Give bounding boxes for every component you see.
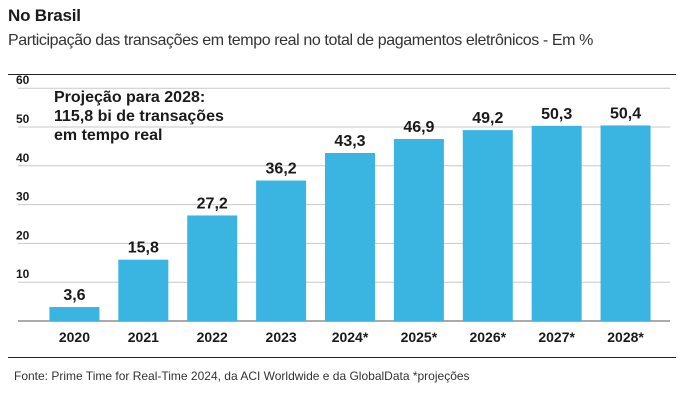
value-label-2023: 36,2 — [266, 161, 297, 178]
value-label-2024*: 43,3 — [334, 133, 365, 150]
x-tick-label-2023: 2023 — [266, 329, 297, 345]
bar-2023 — [256, 180, 307, 321]
x-tick-label-2022: 2022 — [197, 329, 228, 345]
y-tick-label-10: 10 — [16, 267, 30, 281]
chart-title: No Brasil — [8, 6, 81, 25]
bar-chart: 10 20 30 40 50 60 3,6 2020 15,8 2021 27,2 2022 36,2 2… — [16, 73, 670, 345]
value-label-2022: 27,2 — [197, 195, 228, 212]
x-tick-label-2025*: 2025* — [401, 329, 438, 345]
x-tick-label-2028*: 2028* — [607, 329, 644, 345]
x-tick-label-2020: 2020 — [59, 329, 90, 345]
y-tick-label-40: 40 — [16, 151, 30, 165]
source-note: Fonte: Prime Time for Real-Time 2024, da… — [14, 369, 470, 383]
bar-2027* — [531, 125, 582, 321]
value-label-2020: 3,6 — [63, 287, 85, 304]
annotation-line-1: Projeção para 2028: — [54, 89, 206, 106]
annotation-line-2: 115,8 bi de transações — [54, 108, 224, 125]
annotation-line-3: em tempo real — [54, 127, 163, 144]
bar-2024* — [325, 152, 375, 321]
y-tick-label-30: 30 — [16, 190, 30, 204]
bar-2022 — [187, 215, 238, 321]
footer-divider — [8, 357, 676, 358]
projection-annotation: Projeção para 2028: 115,8 bi de transaçõ… — [54, 88, 224, 145]
value-label-2025*: 46,9 — [403, 119, 434, 136]
x-tick-label-2027*: 2027* — [538, 329, 575, 345]
header-divider — [8, 74, 676, 75]
value-label-2027*: 50,3 — [541, 106, 572, 123]
x-tick-label-2021: 2021 — [128, 329, 159, 345]
x-tick-label-2026*: 2026* — [469, 329, 506, 345]
value-label-2021: 15,8 — [128, 240, 159, 257]
y-tick-label-20: 20 — [16, 228, 30, 242]
bar-2026* — [462, 130, 513, 321]
y-tick-label-50: 50 — [16, 112, 30, 126]
bar-2021 — [118, 259, 169, 321]
bar-2025* — [393, 139, 444, 321]
y-tick-label-60: 60 — [16, 73, 30, 87]
bar-2028* — [600, 125, 651, 321]
x-tick-label-2024*: 2024* — [332, 329, 369, 345]
chart-subtitle: Participação das transações em tempo rea… — [8, 32, 593, 49]
bar-2020 — [49, 307, 100, 321]
value-label-2028*: 50,4 — [610, 105, 641, 122]
value-label-2026*: 49,2 — [472, 110, 503, 127]
